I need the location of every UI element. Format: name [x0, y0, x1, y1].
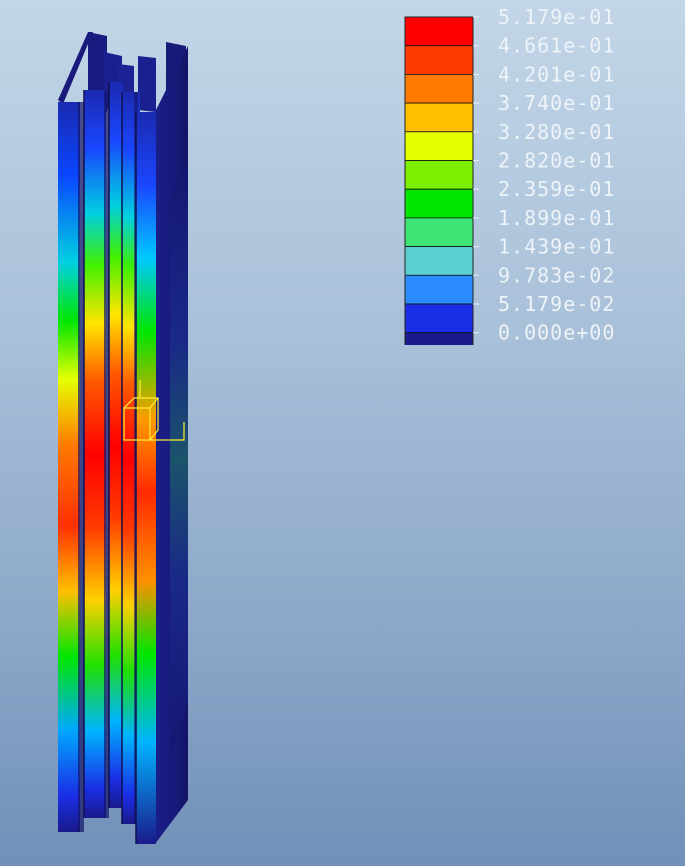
legend-swatch-0	[404, 16, 474, 47]
legend-label-5: 2.820e-01	[498, 149, 615, 173]
legend-label-11: 0.000e+00	[498, 321, 615, 345]
legend-label-3: 3.740e-01	[498, 91, 615, 115]
legend-label-6: 2.359e-01	[498, 177, 615, 201]
fin-1-top	[58, 32, 93, 104]
legend-swatch-2	[404, 74, 474, 104]
legend-swatch-4	[404, 131, 474, 161]
legend-label-7: 1.899e-01	[498, 206, 615, 230]
legend-label-4: 3.280e-01	[498, 120, 615, 144]
legend-label-8: 1.439e-01	[498, 235, 615, 259]
right-side-field	[170, 160, 188, 760]
fin-1-face	[58, 102, 80, 832]
legend-swatch-10	[404, 303, 474, 334]
legend-swatch-8	[404, 246, 474, 276]
fin-1-edge	[78, 102, 84, 832]
legend-swatch-11	[404, 332, 474, 345]
color-legend: 5.179e-01 4.661e-01 4.201e-01 3.740e-01 3.28…	[404, 5, 615, 345]
legend-swatch-9	[404, 274, 474, 305]
coordinate-system-icon	[123, 380, 185, 441]
legend-label-2: 4.201e-01	[498, 62, 615, 86]
legend-label-9: 9.783e-02	[498, 263, 615, 287]
legend-swatch-7	[404, 217, 474, 247]
fin-2-face	[84, 90, 106, 818]
fin-2-edge	[104, 90, 109, 818]
legend-swatch-6	[404, 188, 474, 219]
legend-swatch-1	[404, 45, 474, 75]
front-plate-face	[136, 112, 156, 844]
fin-3-face	[109, 82, 123, 808]
legend-label-1: 4.661e-01	[498, 34, 615, 58]
legend-swatch-5	[404, 160, 474, 190]
legend-label-0: 5.179e-01	[498, 5, 615, 29]
fin-back-top-4	[138, 56, 156, 112]
legend-swatch-3	[404, 102, 474, 133]
legend-label-10: 5.179e-02	[498, 292, 615, 316]
